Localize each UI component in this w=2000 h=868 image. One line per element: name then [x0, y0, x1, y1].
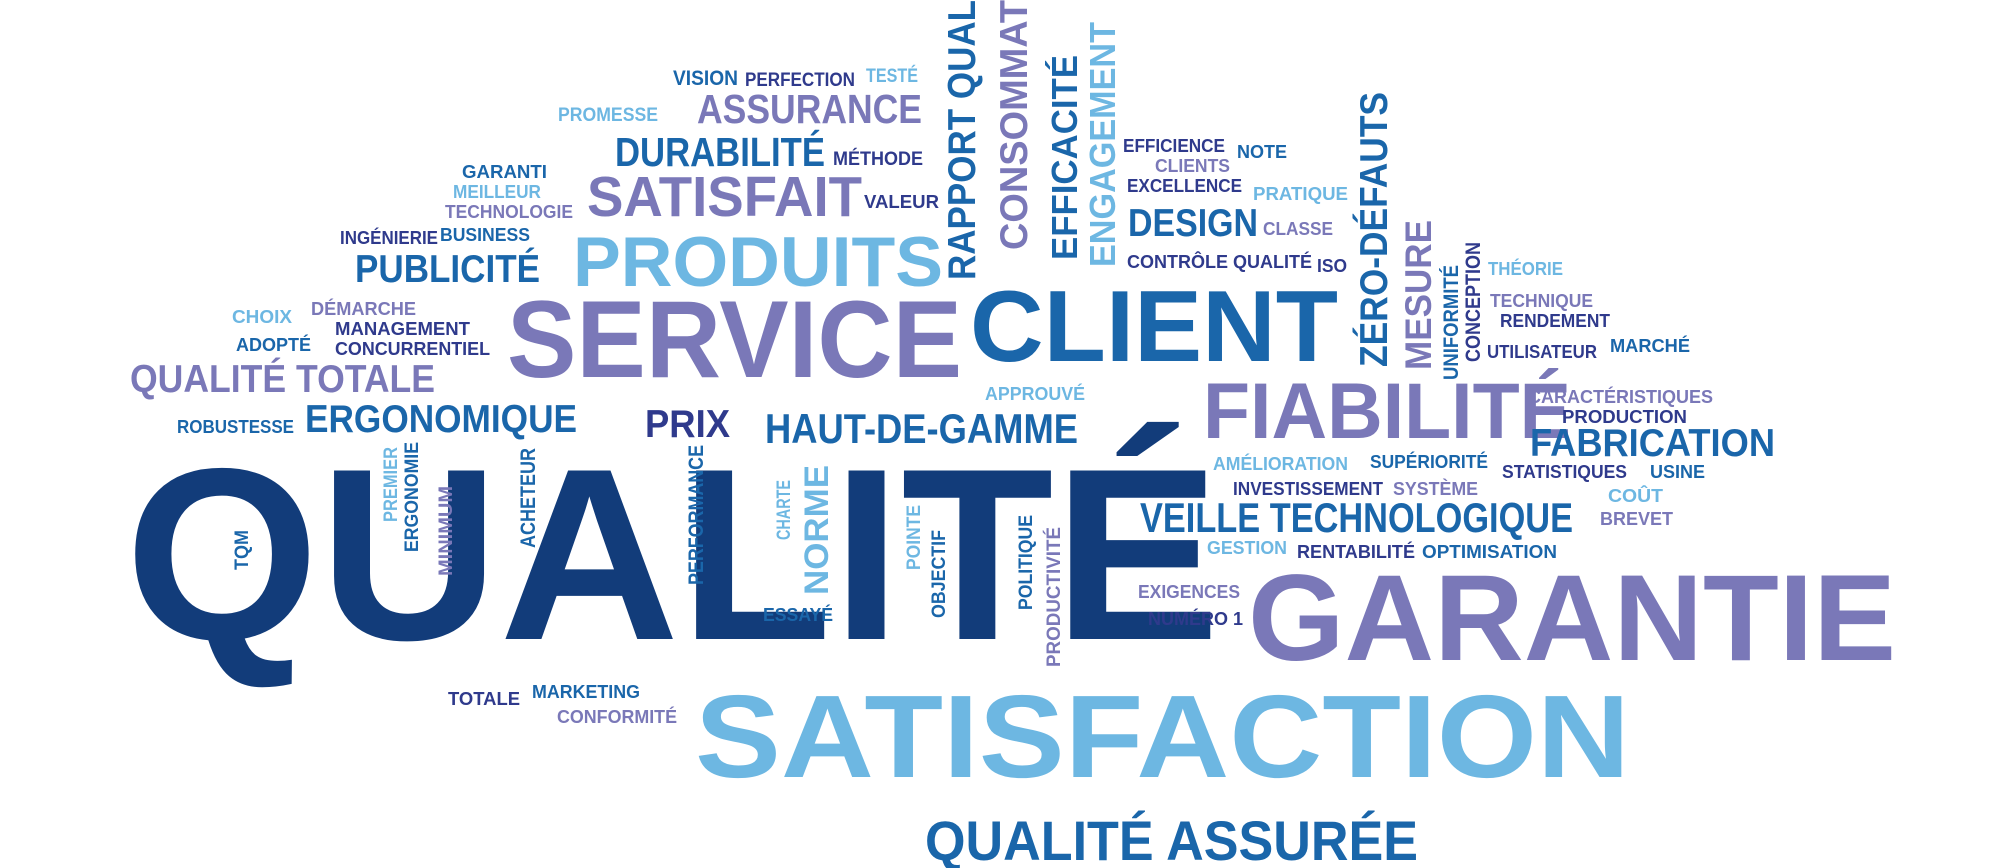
word-meilleur: MEILLEUR — [453, 181, 541, 202]
word-statistiques: STATISTIQUES — [1502, 461, 1627, 482]
word-qualite-totale: QUALITÉ TOTALE — [130, 358, 435, 401]
word-usine: USINE — [1650, 461, 1705, 482]
word-garanti: GARANTI — [462, 161, 547, 182]
word-adopte: ADOPTÉ — [236, 334, 311, 355]
word-tqm: TQM — [231, 530, 253, 570]
word-cout: COÛT — [1608, 485, 1663, 506]
word-satisfait: SATISFAIT — [587, 166, 862, 229]
word-uniformite: UNIFORMITÉ — [1438, 265, 1463, 380]
word-investissement: INVESTISSEMENT — [1233, 478, 1383, 499]
word-garantie: GARANTIE — [1248, 549, 1896, 686]
word-politique: POLITIQUE — [1015, 515, 1037, 610]
word-performance: PERFORMANCE — [683, 445, 708, 585]
word-superiorite: SUPÉRIORITÉ — [1370, 451, 1488, 472]
word-totale: TOTALE — [448, 688, 520, 709]
word-controle-qualite: CONTRÔLE QUALITÉ — [1127, 251, 1312, 272]
word-gestion: GESTION — [1207, 537, 1287, 558]
word-client: CLIENT — [970, 271, 1338, 383]
word-excellence: EXCELLENCE — [1127, 175, 1242, 196]
word-valeur: VALEUR — [864, 191, 939, 212]
word-management: MANAGEMENT — [335, 318, 470, 339]
word-utilisateur: UTILISATEUR — [1487, 341, 1597, 362]
word-acheteur: ACHETEUR — [515, 448, 540, 548]
word-engagement: ENGAGEMENT — [1082, 21, 1123, 267]
word-norme: NORME — [798, 465, 836, 595]
word-perfection: PERFECTION — [745, 69, 855, 91]
word-marche: MARCHÉ — [1610, 335, 1690, 356]
word-choix: CHOIX — [232, 306, 292, 327]
word-technologie: TECHNOLOGIE — [445, 201, 573, 222]
word-concurrentiel: CONCURRENTIEL — [335, 338, 490, 359]
word-efficacite: EFFICACITÉ — [1044, 55, 1085, 260]
word-fabrication: FABRICATION — [1530, 422, 1775, 465]
word-conformite: CONFORMITÉ — [557, 706, 677, 727]
word-ergonomie: ERGONOMIE — [401, 442, 423, 552]
word-assurance: ASSURANCE — [697, 86, 922, 132]
word-methode: MÉTHODE — [833, 148, 923, 170]
word-satisfaction: SATISFACTION — [695, 671, 1630, 802]
word-design: DESIGN — [1128, 202, 1258, 245]
word-note: NOTE — [1237, 141, 1287, 162]
word-rapport-qual: RAPPORT QUAL — [941, 0, 984, 281]
word-production: PRODUCTION — [1562, 406, 1687, 427]
word-marketing: MARKETING — [532, 681, 640, 702]
word-classe: CLASSE — [1263, 218, 1333, 239]
word-business: BUSINESS — [440, 224, 530, 245]
word-systeme: SYSTÈME — [1393, 478, 1478, 499]
word-vision: VISION — [673, 65, 738, 90]
word-amelioration: AMÉLIORATION — [1213, 453, 1348, 474]
word-veille-technologique: VEILLE TECHNOLOGIQUE — [1140, 494, 1573, 541]
word-numero-1: NUMÉRO 1 — [1148, 608, 1243, 629]
word-haut-de-gamme: HAUT-DE-GAMME — [765, 405, 1078, 452]
word-promesse: PROMESSE — [558, 104, 658, 126]
word-pointe: POINTE — [903, 505, 925, 570]
word-technique: TECHNIQUE — [1490, 290, 1593, 311]
word-minimum: MINIMUM — [435, 486, 457, 576]
word-qualite-assuree: QUALITÉ ASSURÉE — [925, 809, 1418, 868]
word-approuve: APPROUVÉ — [985, 383, 1085, 404]
word-produits: PRODUITS — [573, 222, 943, 301]
word-demarche: DÉMARCHE — [311, 298, 416, 319]
word-theorie: THÉORIE — [1488, 258, 1563, 279]
word-iso: ISO — [1317, 255, 1347, 276]
word-brevet: BREVET — [1600, 508, 1673, 529]
word-ergonomique: ERGONOMIQUE — [305, 398, 577, 441]
word-teste: TESTÉ — [866, 65, 918, 87]
word-essaye: ESSAYÉ — [763, 604, 833, 625]
word-durabilite: DURABILITÉ — [615, 129, 825, 175]
word-prix: PRIX — [645, 403, 730, 446]
word-caracteristiques: CARACTÉRISTIQUES — [1528, 386, 1713, 407]
word-qualite: QUALITÉ — [125, 417, 1220, 691]
word-efficience: EFFICIENCE — [1123, 135, 1225, 156]
word-productivite: PRODUCTIVITÉ — [1043, 527, 1065, 667]
word-charte: CHARTE — [773, 480, 795, 540]
word-exigences: EXIGENCES — [1138, 581, 1240, 602]
word-zero-defauts: ZÉRO-DÉFAUTS — [1353, 92, 1396, 367]
word-ingenierie: INGÉNIERIE — [340, 227, 438, 248]
word-rendement: RENDEMENT — [1500, 310, 1610, 331]
word-pratique: PRATIQUE — [1253, 183, 1348, 204]
word-clients: CLIENTS — [1155, 155, 1230, 176]
word-fiabilite: FIABILITÉ — [1203, 367, 1571, 455]
word-service: SERVICE — [507, 279, 962, 401]
word-optimisation: OPTIMISATION — [1422, 541, 1557, 562]
word-conception: CONCEPTION — [1460, 242, 1485, 362]
word-consommat: CONSOMMAT — [993, 0, 1036, 250]
word-mesure: MESURE — [1397, 220, 1439, 370]
word-rentabilite: RENTABILITÉ — [1297, 541, 1415, 562]
word-premier: PREMIER — [380, 447, 402, 522]
word-publicite: PUBLICITÉ — [355, 248, 540, 291]
word-robustesse: ROBUSTESSE — [177, 416, 294, 437]
word-objectif: OBJECTIF — [928, 530, 950, 618]
